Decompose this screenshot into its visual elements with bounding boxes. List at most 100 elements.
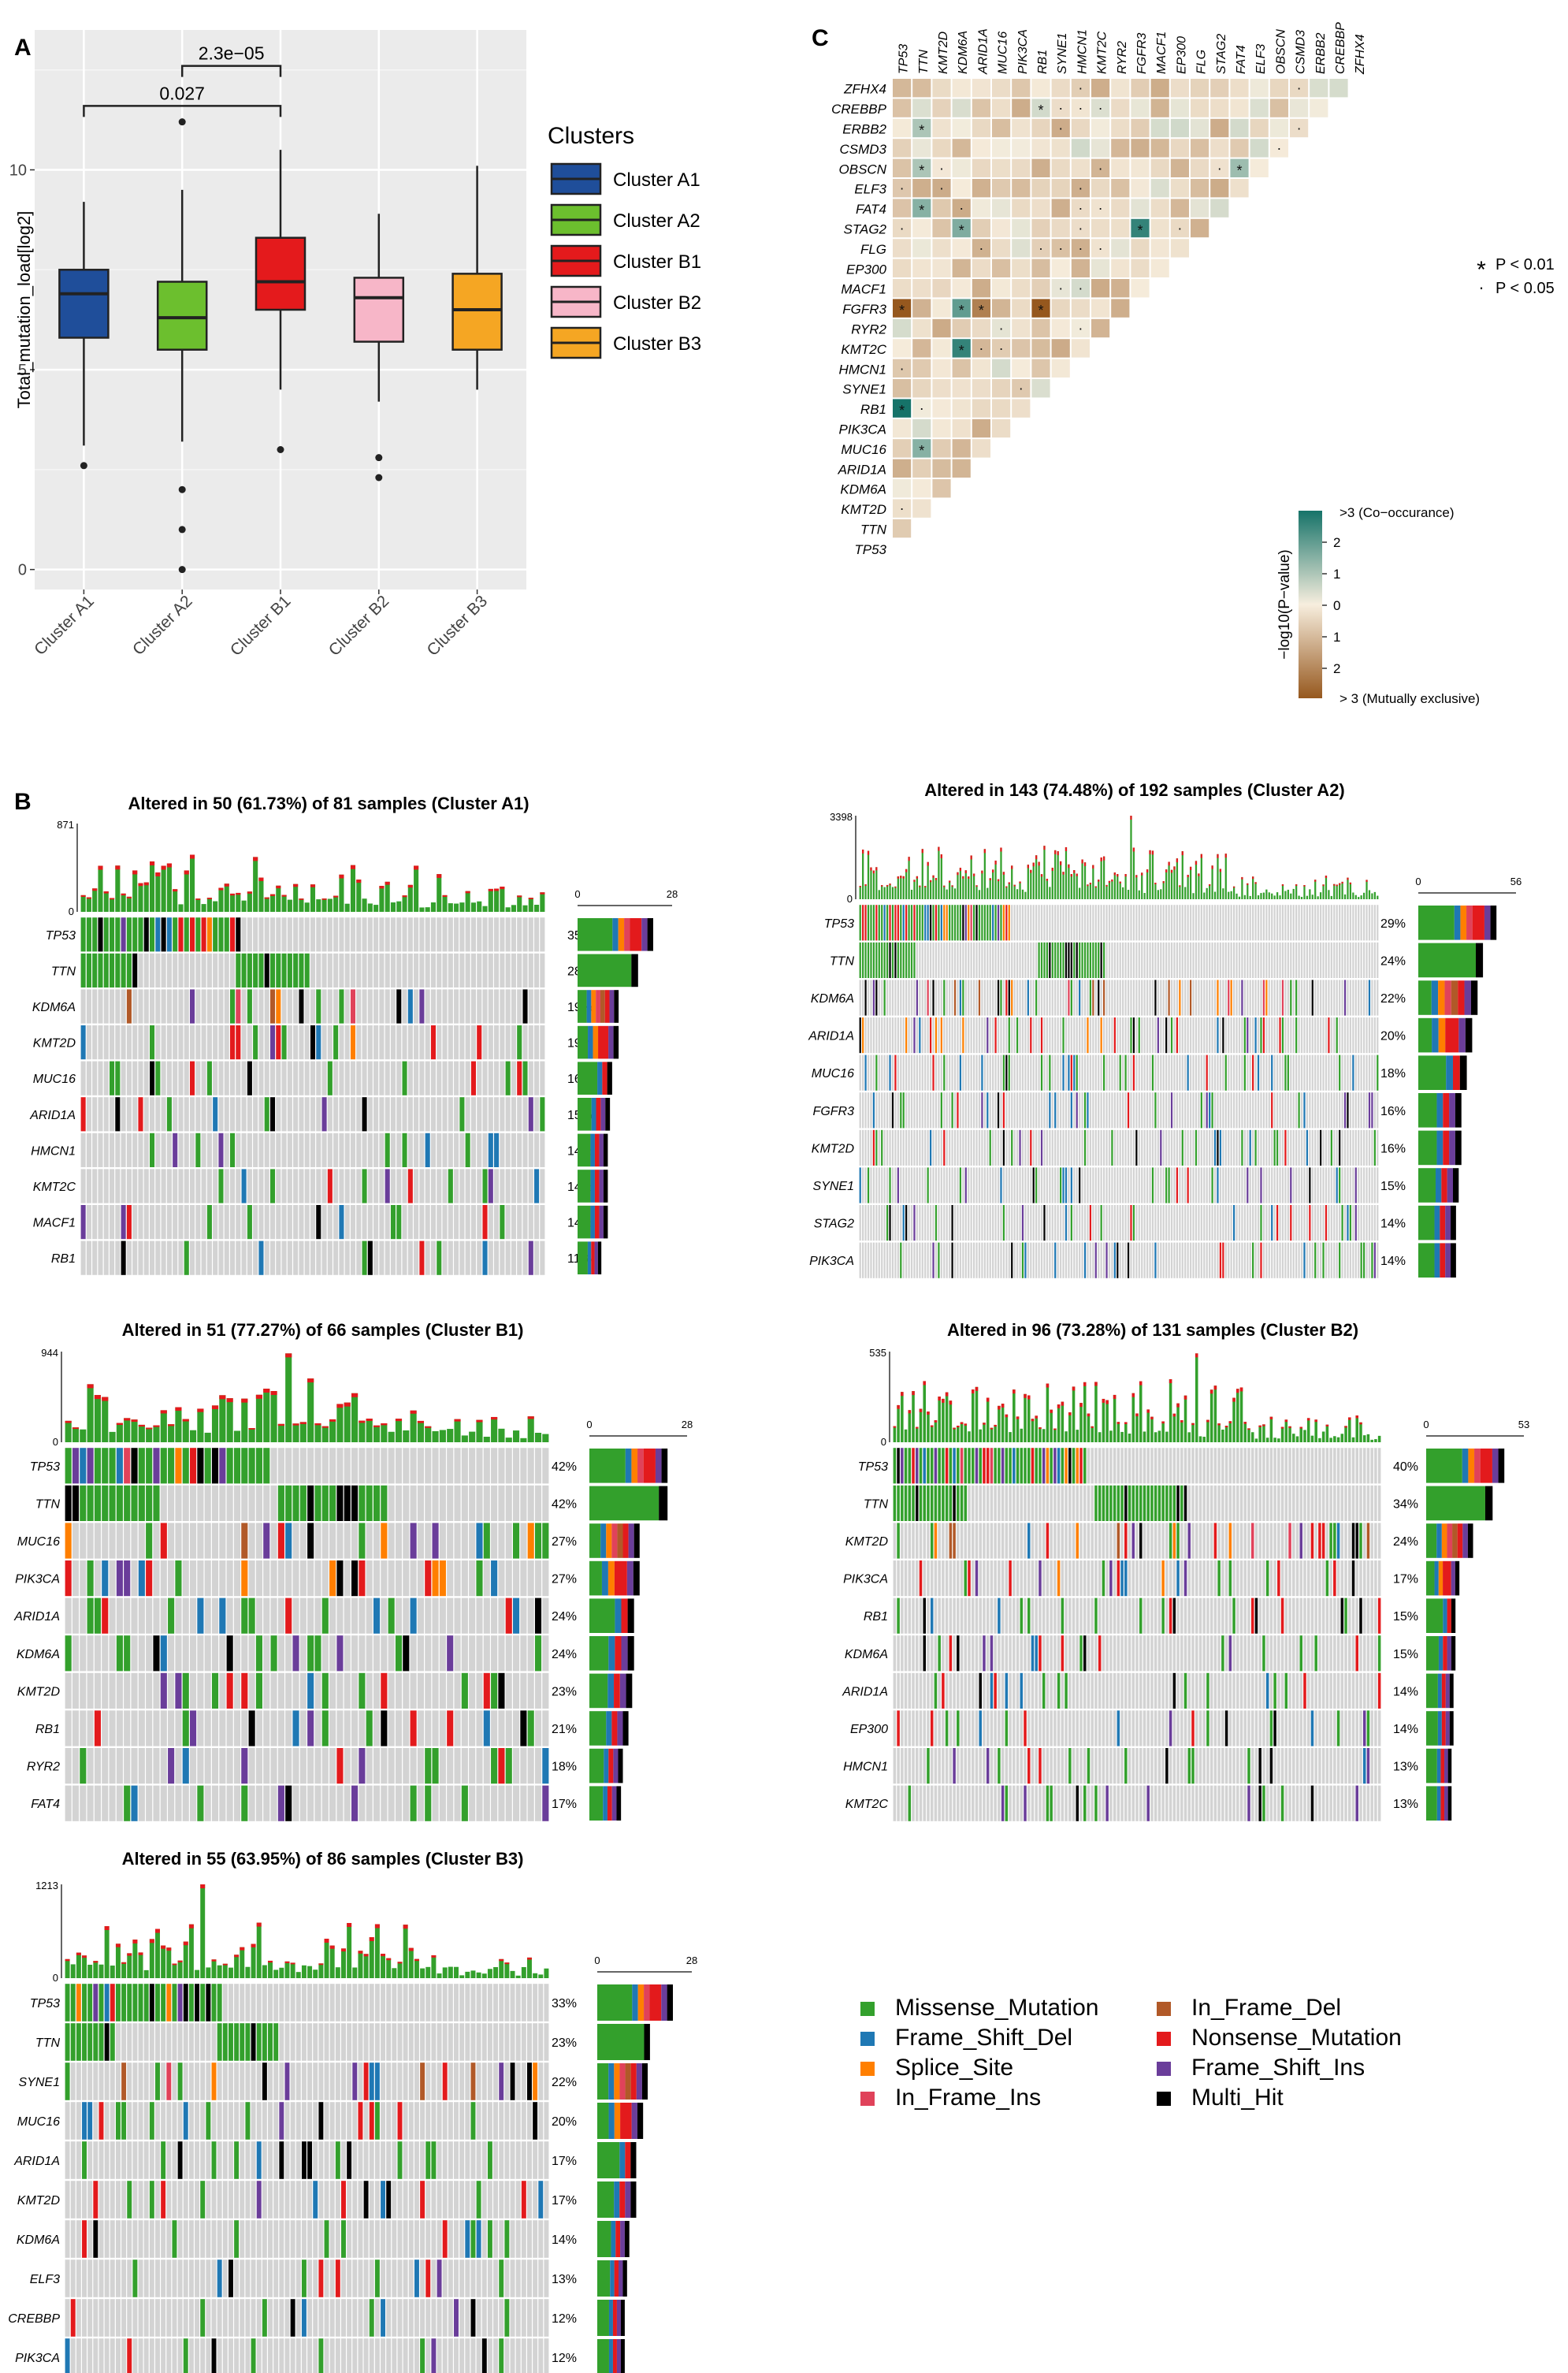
- oncoplot-cell: [138, 1448, 145, 1484]
- oncoplot-cell: [219, 1560, 226, 1597]
- heatmap-cell: [893, 299, 912, 318]
- oncoplot-cell: [1049, 1242, 1051, 1278]
- oncoplot-cell: [287, 1133, 292, 1167]
- oncoplot-cell: [897, 1017, 899, 1054]
- oncoplot-cell: [957, 1448, 960, 1484]
- oncoplot-cell: [236, 1169, 241, 1203]
- oncoplot-percent: 18%: [552, 1761, 577, 1774]
- oncoplot-cell: [1203, 905, 1206, 941]
- tmb-bar: [336, 1404, 344, 1442]
- oncoplot-cell: [1322, 905, 1325, 941]
- oncoplot-cell: [1268, 1017, 1270, 1054]
- tmb-bar: [1279, 895, 1281, 899]
- oncoplot-cell: [957, 980, 959, 1016]
- oncoplot-cell: [1373, 1167, 1376, 1203]
- oncoplot-cell: [336, 1523, 344, 1559]
- oncoplot-cell: [1224, 980, 1227, 1016]
- oncoplot-cell: [1333, 1242, 1336, 1278]
- oncoplot-cell: [1098, 1129, 1100, 1166]
- oncoplot-cell: [321, 917, 327, 952]
- tmb-bar: [253, 857, 258, 912]
- oncoplot-cell: [1122, 1092, 1124, 1129]
- oncoplot-cell: [1127, 980, 1130, 1016]
- oncoplot-cell: [121, 989, 126, 1024]
- oncoplot-cell: [292, 1710, 299, 1746]
- tmb-bar-top: [366, 1419, 373, 1422]
- oncoplot-cell: [109, 1560, 116, 1597]
- oncoplot-cell: [115, 1169, 121, 1203]
- oncoplot-cell: [520, 1748, 527, 1784]
- oncoplot-cell: [983, 1242, 986, 1278]
- oncoplot-cell: [1303, 1167, 1306, 1203]
- oncoplot-cell: [1239, 1485, 1243, 1521]
- oncoplot-cell: [891, 1129, 894, 1166]
- oncoplot-cell: [932, 1205, 934, 1241]
- tmb-bar-top: [218, 887, 224, 891]
- oncoplot-cell: [1008, 1242, 1010, 1278]
- oncoplot-cell: [219, 1635, 226, 1672]
- oncoplot-cell: [304, 1097, 310, 1132]
- heatmap-cell: [912, 179, 931, 198]
- oncoplot-cell: [1368, 942, 1371, 978]
- tmb-bar: [1311, 895, 1313, 899]
- tmb-bar-top: [872, 870, 875, 874]
- oncoplot-cell: [344, 1523, 351, 1559]
- oncoplot-cell: [143, 1061, 149, 1095]
- oncoplot-cell: [886, 1054, 889, 1091]
- tmb-bar: [150, 861, 155, 912]
- oncoplot-cell: [1352, 980, 1354, 1016]
- oncoplot-cell: [1013, 1092, 1016, 1129]
- oncoplot-cell: [425, 1485, 432, 1521]
- tmb-bar-top: [175, 1407, 182, 1412]
- oncoplot-cell: [233, 1635, 241, 1672]
- tmb-bar: [500, 886, 505, 912]
- oncoplot-percent: 22%: [1380, 992, 1406, 1006]
- side-bar-segment: [606, 1711, 612, 1746]
- oncoplot-cell: [1127, 942, 1130, 978]
- oncoplot-cell: [1149, 942, 1151, 978]
- oncoplot-cell: [204, 1635, 211, 1672]
- oncoplot-cell: [476, 1448, 483, 1484]
- oncoplot-cell: [1184, 1167, 1187, 1203]
- oncoplot-cell: [65, 1523, 72, 1559]
- oncoplot-cell: [276, 917, 281, 952]
- tmb-bar: [454, 903, 459, 912]
- oncoplot-cell: [447, 1523, 454, 1559]
- oncoplot-cell: [498, 1635, 505, 1672]
- heatmap-cell: [1071, 199, 1090, 218]
- oncoplot-cell: [86, 1133, 91, 1167]
- oncoplot-cell: [1089, 1017, 1092, 1054]
- oncoplot-cell: [1135, 1448, 1139, 1484]
- tmb-bar: [425, 1426, 432, 1442]
- oncoplot-cell: [1100, 905, 1102, 941]
- oncoplot-cell: [336, 1748, 344, 1784]
- oncoplot-cell: [932, 905, 934, 941]
- oncoplot-cell: [1162, 1054, 1165, 1091]
- oncoplot-cell: [182, 1448, 189, 1484]
- oncoplot-cell: [1230, 1092, 1232, 1129]
- oncoplot-cell: [1141, 1205, 1143, 1241]
- oncoplot-cell: [1079, 1167, 1081, 1203]
- oncoplot-cell: [905, 905, 908, 941]
- oncoplot-cell: [891, 905, 894, 941]
- tmb-bar: [109, 1431, 116, 1442]
- oncoplot-cell: [437, 1133, 442, 1167]
- oncoplot-cell: [1083, 905, 1087, 941]
- oncoplot-cell: [1154, 1242, 1157, 1278]
- tmb-bar: [1217, 854, 1219, 899]
- oncoplot-cell: [1100, 1205, 1102, 1241]
- oncoplot-cell: [1243, 1448, 1247, 1484]
- oncoplot-cell: [115, 1097, 121, 1132]
- oncoplot-cell: [483, 1672, 490, 1709]
- oncoplot-cell: [1343, 1205, 1347, 1241]
- heatmap-cell: [1150, 79, 1169, 98]
- oncoplot-cell: [442, 1133, 448, 1167]
- tmb-bar: [957, 872, 959, 899]
- oncoplot-cell: [1181, 1129, 1183, 1166]
- oncoplot-cell: [1222, 1129, 1224, 1166]
- oncoplot-cell: [1192, 1242, 1195, 1278]
- oncoplot-cell: [862, 1054, 864, 1091]
- oncoplot-cell: [981, 1205, 983, 1241]
- side-bar-segment: [1484, 1486, 1493, 1521]
- oncoplot-cell: [924, 980, 927, 1016]
